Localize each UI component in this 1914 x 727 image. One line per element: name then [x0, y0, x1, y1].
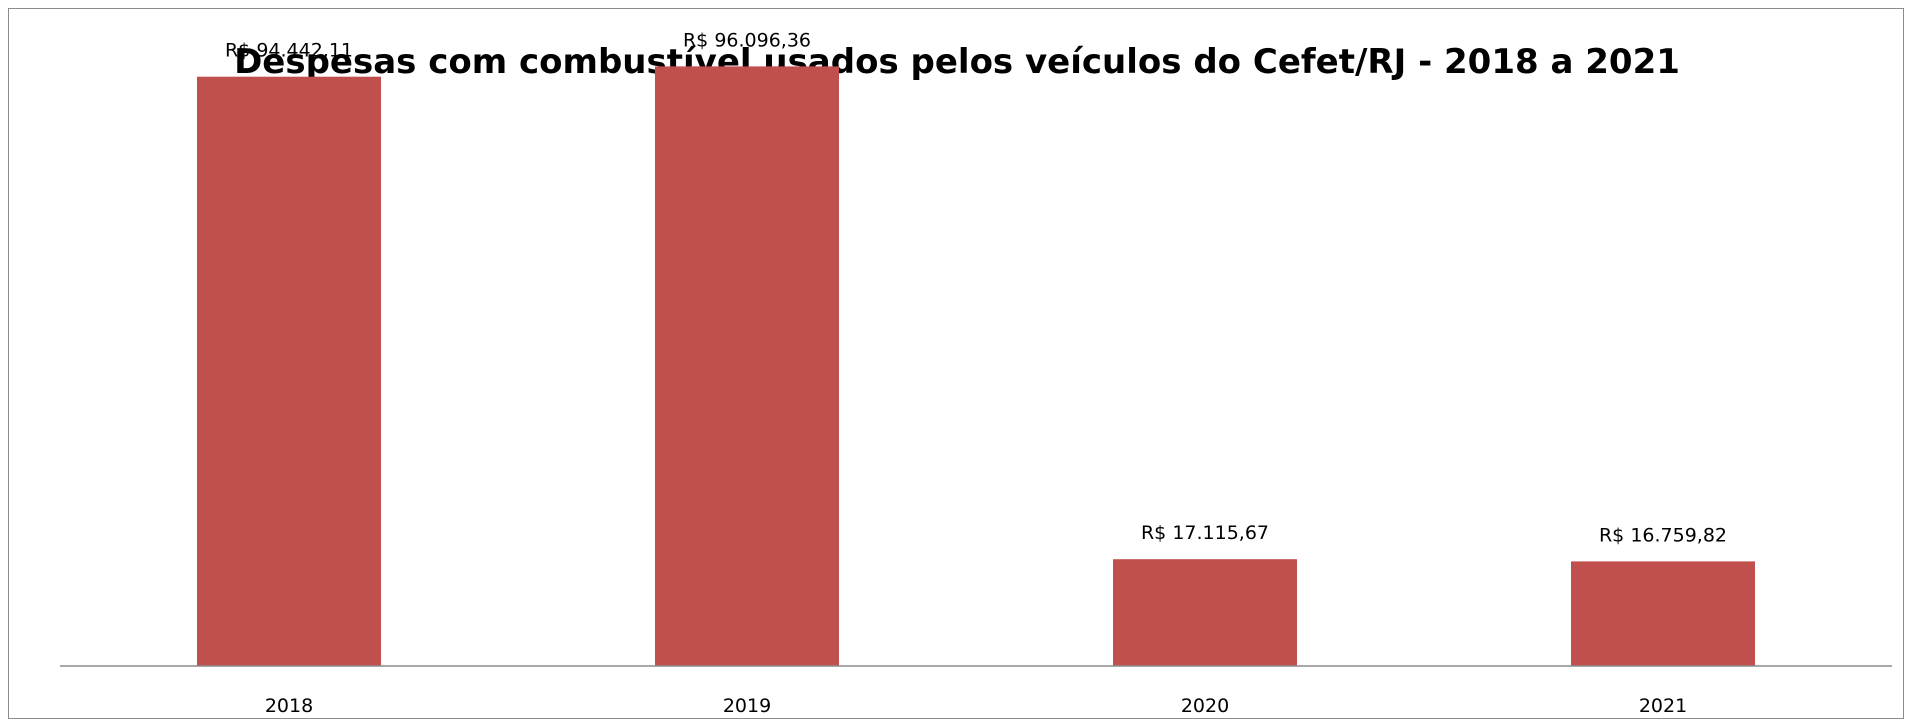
- bar-2021: [1571, 561, 1755, 666]
- x-tick-label-2020: 2020: [1181, 695, 1229, 717]
- x-tick-label-2019: 2019: [723, 695, 771, 717]
- bar-2019: [655, 66, 839, 666]
- data-label-2020: R$ 17.115,67: [1141, 522, 1269, 544]
- bar-2018: [197, 76, 381, 666]
- chart-title: Despesas com combustível usados pelos ve…: [234, 42, 1680, 82]
- x-tick-label-2021: 2021: [1639, 695, 1687, 717]
- bar-2020: [1113, 559, 1297, 666]
- data-label-2021: R$ 16.759,82: [1599, 524, 1727, 546]
- x-tick-label-2018: 2018: [265, 695, 313, 717]
- data-label-2019: R$ 96.096,36: [683, 29, 811, 51]
- data-label-2018: R$ 94.442,11: [225, 40, 353, 62]
